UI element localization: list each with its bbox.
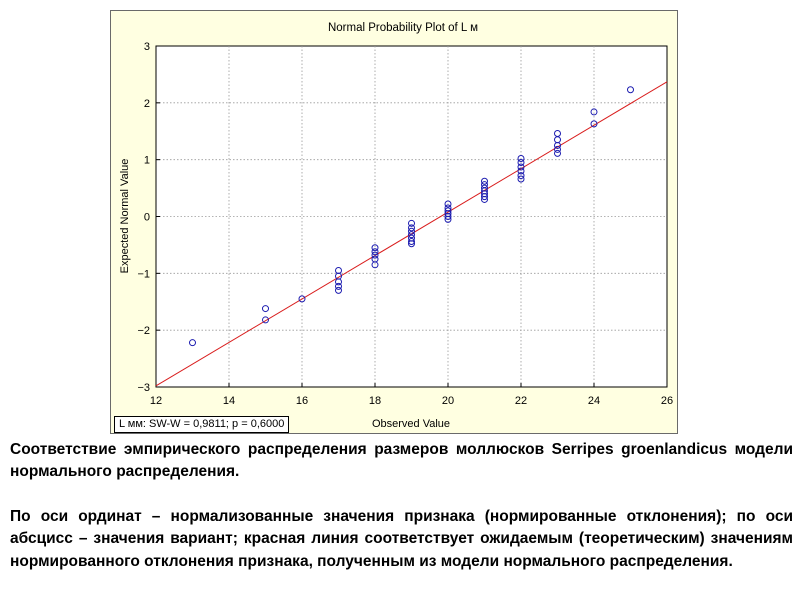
grid-lines bbox=[156, 46, 667, 387]
data-point bbox=[335, 282, 342, 290]
x-tick-label: 26 bbox=[661, 395, 673, 407]
chart-panel: Normal Probability Plot of L м 12 14 16 18 2… bbox=[110, 10, 678, 434]
data-point bbox=[517, 172, 525, 180]
data-point bbox=[371, 248, 379, 256]
data-point bbox=[408, 238, 415, 246]
data-point bbox=[517, 167, 525, 175]
data-point bbox=[335, 286, 342, 294]
x-tick-label: 20 bbox=[442, 395, 454, 407]
stats-box: L мм: SW-W = 0,9811; p = 0,6000 bbox=[114, 416, 290, 433]
data-point bbox=[371, 251, 379, 259]
data-point bbox=[554, 145, 561, 153]
data-point bbox=[189, 339, 196, 347]
data-point bbox=[444, 215, 452, 223]
data-point bbox=[590, 108, 598, 116]
data-point bbox=[408, 240, 415, 248]
y-axis-label: Expected Normal Value bbox=[119, 159, 131, 274]
data-point bbox=[335, 278, 342, 286]
x-tick-label: 18 bbox=[369, 395, 381, 407]
data-point bbox=[444, 200, 452, 208]
y-tick-label: −1 bbox=[137, 268, 150, 280]
data-point bbox=[298, 295, 306, 303]
data-point bbox=[627, 86, 634, 94]
y-tick-label: −2 bbox=[137, 325, 150, 337]
data-point bbox=[371, 244, 379, 252]
data-point bbox=[408, 224, 415, 232]
caption-paragraph-2: По оси ординат – нормализованные значени… bbox=[10, 507, 793, 570]
y-tick-label: 2 bbox=[144, 98, 150, 110]
caption: Соответствие эмпирического распределения… bbox=[10, 439, 793, 573]
x-tick-label: 12 bbox=[150, 395, 162, 407]
data-point bbox=[371, 261, 379, 269]
data-point bbox=[408, 219, 415, 227]
caption-paragraph-1: Соответствие эмпирического распределения… bbox=[10, 441, 793, 481]
data-point bbox=[408, 227, 415, 235]
y-tick-label: 0 bbox=[144, 212, 150, 224]
data-point bbox=[262, 316, 269, 324]
x-tick-label: 16 bbox=[296, 395, 308, 407]
data-point bbox=[590, 120, 598, 128]
data-point bbox=[554, 149, 561, 157]
data-point bbox=[517, 159, 525, 167]
data-point bbox=[481, 177, 488, 185]
x-tick-label: 22 bbox=[515, 395, 527, 407]
data-point bbox=[517, 175, 525, 183]
x-axis-label: Observed Value bbox=[372, 418, 450, 430]
data-point bbox=[444, 213, 452, 220]
data-point bbox=[554, 141, 561, 149]
normal-probability-plot: Normal Probability Plot of L м 12 14 16 18 2… bbox=[119, 22, 673, 430]
y-tick-label: −3 bbox=[137, 382, 150, 394]
chart-title: Normal Probability Plot of L м bbox=[328, 22, 478, 34]
x-tick-label: 24 bbox=[588, 395, 600, 407]
data-point bbox=[481, 195, 488, 203]
data-point bbox=[408, 231, 415, 239]
x-tick-label: 14 bbox=[223, 395, 235, 407]
data-point bbox=[262, 305, 269, 313]
data-point bbox=[517, 155, 525, 163]
data-points bbox=[189, 86, 634, 347]
y-tick-label: 1 bbox=[144, 155, 150, 167]
data-point bbox=[481, 193, 488, 201]
data-point bbox=[517, 163, 525, 171]
y-tick-label: 3 bbox=[144, 41, 150, 53]
